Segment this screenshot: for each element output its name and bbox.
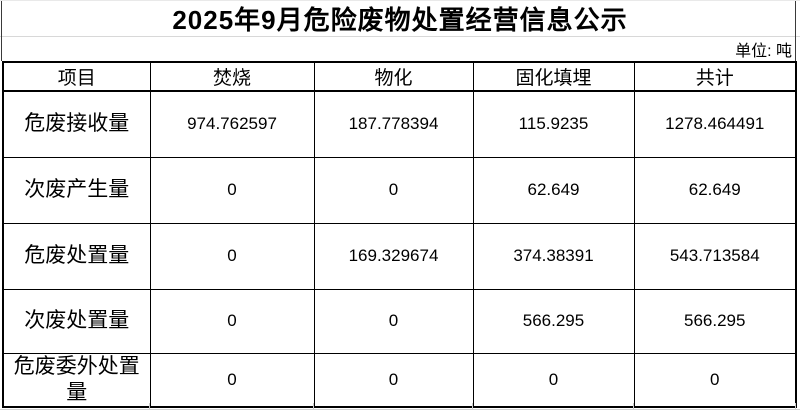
- next-row-gridline: [149, 403, 150, 410]
- row-label: 危废委外处置量: [2, 352, 151, 408]
- value-cell: 0: [149, 156, 315, 224]
- waste-info-table: 项目 焚烧 物化 固化填埋 共计 危废接收量 974.762597 187.77…: [2, 61, 797, 408]
- value-cell: 566.295: [472, 288, 635, 354]
- value-cell: 0: [313, 288, 474, 354]
- value-cell: 0: [313, 352, 474, 408]
- table-row-disposed: 危废处置量 0 169.329674 374.38391 543.713584: [2, 222, 797, 290]
- row-label: 危废接收量: [2, 90, 151, 158]
- title-divider: [0, 36, 800, 37]
- row-label: 次废产生量: [2, 156, 151, 224]
- table-row-received: 危废接收量 974.762597 187.778394 115.9235 127…: [2, 90, 797, 158]
- value-cell: 374.38391: [472, 222, 635, 290]
- value-cell: 543.713584: [633, 222, 797, 290]
- value-cell: 0: [472, 352, 635, 408]
- column-header-total: 共计: [633, 61, 797, 92]
- next-row-gridline: [472, 403, 473, 410]
- column-header-incineration: 焚烧: [149, 61, 315, 92]
- value-cell: 0: [149, 222, 315, 290]
- value-cell: 974.762597: [149, 90, 315, 158]
- left-edge-line: [1, 1, 2, 61]
- value-cell: 187.778394: [313, 90, 474, 158]
- value-cell: 169.329674: [313, 222, 474, 290]
- page-title: 2025年9月危险废物处置经营信息公示: [172, 5, 628, 35]
- right-edge-line: [795, 1, 796, 61]
- next-row-gridline: [313, 403, 314, 410]
- value-cell: 0: [633, 352, 797, 408]
- value-cell: 566.295: [633, 288, 797, 354]
- table-row-outsourced-disposal: 危废委外处置量 0 0 0 0: [2, 352, 797, 408]
- value-cell: 0: [149, 352, 315, 408]
- next-row-gridline: [633, 403, 634, 410]
- row-label: 次废处置量: [2, 288, 151, 354]
- value-cell: 0: [313, 156, 474, 224]
- column-header-physicochemical: 物化: [313, 61, 474, 92]
- value-cell: 62.649: [633, 156, 797, 224]
- column-header-solidification-landfill: 固化填埋: [472, 61, 635, 92]
- column-header-item: 项目: [2, 61, 151, 92]
- unit-label: 单位: 吨: [735, 42, 792, 60]
- value-cell: 0: [149, 288, 315, 354]
- value-cell: 62.649: [472, 156, 635, 224]
- value-cell: 1278.464491: [633, 90, 797, 158]
- next-row-gridline: [795, 403, 796, 410]
- row-label: 危废处置量: [2, 222, 151, 290]
- value-cell: 115.9235: [472, 90, 635, 158]
- table-row-secondary-generated: 次废产生量 0 0 62.649 62.649: [2, 156, 797, 224]
- table-row-secondary-disposed: 次废处置量 0 0 566.295 566.295: [2, 288, 797, 354]
- header-row: 项目 焚烧 物化 固化填埋 共计: [2, 61, 797, 92]
